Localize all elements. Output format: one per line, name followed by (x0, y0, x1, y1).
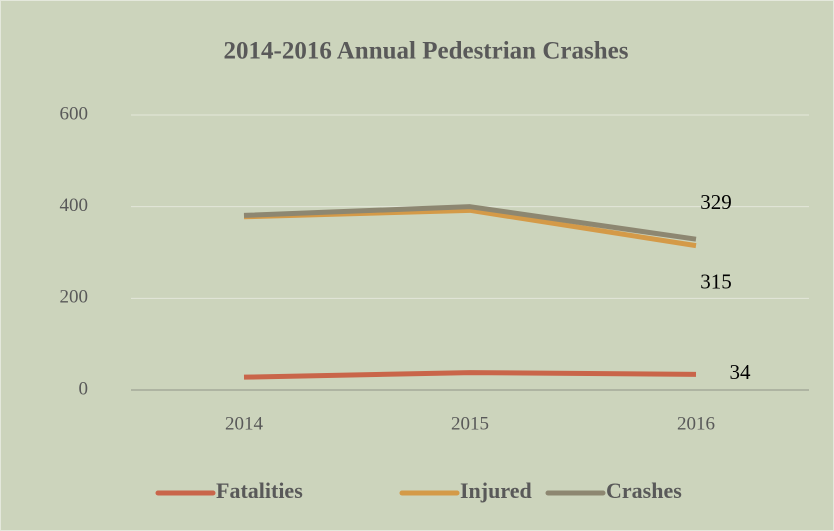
x-tick-label: 2014 (225, 413, 264, 434)
data-label: 329 (700, 190, 732, 214)
x-tick-label: 2015 (451, 413, 489, 434)
data-label: 315 (700, 269, 732, 293)
data-label: 34 (730, 360, 752, 384)
chart-title: 2014-2016 Annual Pedestrian Crashes (224, 38, 629, 65)
x-tick-label: 2016 (677, 413, 715, 434)
legend-label: Injured (460, 478, 532, 503)
y-tick-label: 200 (60, 287, 89, 308)
legend-label: Fatalities (216, 478, 303, 503)
series-line (243, 370, 697, 380)
series-line (243, 204, 697, 242)
y-tick-label: 400 (60, 195, 89, 216)
y-tick-label: 600 (60, 103, 89, 124)
y-tick-label: 0 (79, 378, 89, 399)
legend-label: Crashes (606, 478, 682, 503)
